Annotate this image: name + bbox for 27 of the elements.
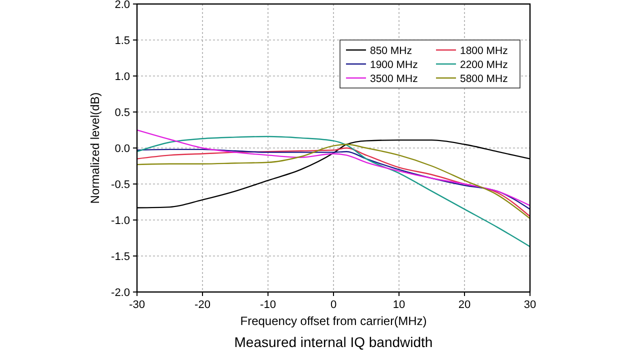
y-tick-label: 0.5	[114, 107, 130, 119]
y-tick-label: -1.5	[111, 251, 130, 263]
y-tick-label: 1.5	[114, 35, 130, 47]
x-tick-label: 10	[392, 299, 406, 311]
x-tick-label: -10	[260, 299, 276, 311]
x-tick-label: 20	[458, 299, 471, 311]
x-tick-label: -20	[194, 299, 210, 311]
legend-label: 3500 MHz	[370, 73, 418, 85]
y-tick-label: -1.0	[111, 215, 130, 227]
legend-label: 5800 MHz	[460, 73, 508, 85]
y-axis-title: Normalized level(dB)	[88, 92, 102, 204]
line-series	[136, 129, 531, 206]
legend-label: 2200 MHz	[460, 59, 508, 71]
line-series	[136, 136, 531, 248]
x-axis-title: Frequency offset from carrier(MHz)	[240, 314, 427, 328]
y-tick-label: -0.5	[111, 179, 130, 191]
legend-label: 1800 MHz	[460, 45, 508, 57]
y-tick-label: 0.0	[114, 143, 130, 155]
text: Measured internal IQ bandwidth	[234, 334, 433, 350]
legend-label: 850 MHz	[370, 45, 412, 57]
legend-label: 1900 MHz	[370, 59, 418, 71]
x-tick-label: 0	[330, 299, 337, 311]
x-tick-label: 30	[524, 299, 536, 311]
y-tick-label: 1.0	[114, 71, 130, 83]
x-tick-label: -30	[129, 299, 145, 311]
y-tick-label: -2.0	[111, 287, 130, 299]
y-tick-label: 2.0	[114, 0, 130, 11]
